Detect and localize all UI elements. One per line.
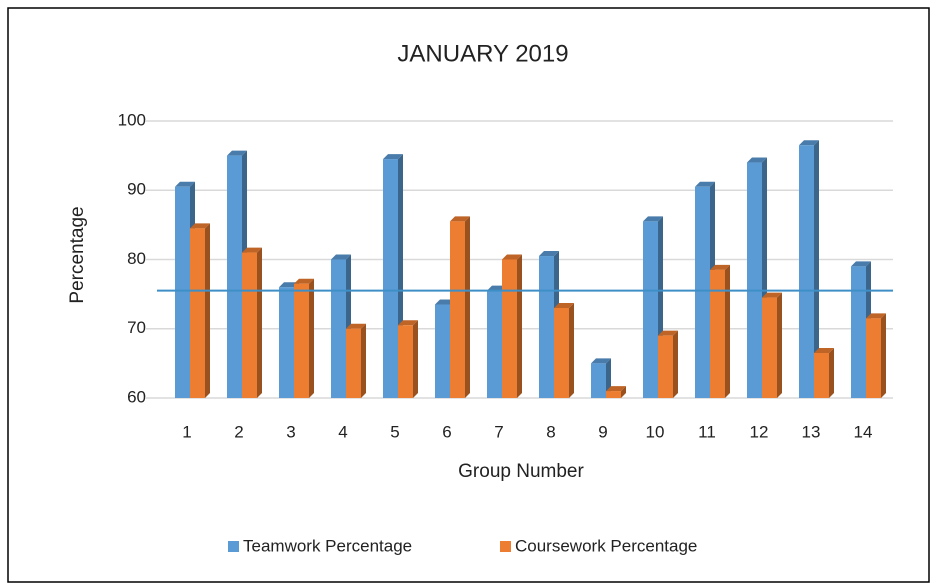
bar bbox=[799, 145, 814, 398]
bar-top bbox=[539, 251, 559, 257]
legend-swatch bbox=[228, 541, 239, 552]
bar-side bbox=[465, 216, 470, 398]
x-tick-label: 14 bbox=[854, 422, 873, 441]
bar-side bbox=[205, 223, 210, 398]
bar bbox=[346, 328, 361, 398]
bar bbox=[747, 162, 762, 398]
bar-side bbox=[881, 313, 886, 398]
bar bbox=[643, 221, 658, 398]
x-tick-label: 4 bbox=[338, 422, 347, 441]
legend-label: Teamwork Percentage bbox=[243, 536, 412, 555]
y-axis-title: Percentage bbox=[67, 206, 88, 303]
x-tick-label: 11 bbox=[698, 422, 716, 441]
bar-top bbox=[554, 302, 574, 308]
x-tick-label: 3 bbox=[286, 422, 295, 441]
bar-side bbox=[777, 292, 782, 398]
bar bbox=[606, 391, 621, 398]
x-tick-label: 2 bbox=[234, 422, 243, 441]
bar bbox=[435, 304, 450, 398]
bar-top bbox=[398, 320, 418, 326]
y-tick-label: 80 bbox=[127, 249, 146, 268]
bar bbox=[450, 221, 465, 398]
bar bbox=[851, 266, 866, 398]
bar bbox=[242, 252, 257, 398]
legend-swatch bbox=[500, 541, 511, 552]
bar bbox=[762, 297, 777, 398]
bar bbox=[658, 335, 673, 398]
x-tick-label: 13 bbox=[802, 422, 821, 441]
bar bbox=[331, 259, 346, 398]
x-tick-label: 5 bbox=[390, 422, 399, 441]
bar bbox=[175, 186, 190, 398]
bar-side bbox=[257, 247, 262, 398]
bar-side bbox=[569, 302, 574, 398]
bar-top bbox=[762, 292, 782, 298]
bar-side bbox=[621, 386, 626, 398]
bar-side bbox=[829, 347, 834, 398]
bar-top bbox=[658, 330, 678, 336]
x-tick-label: 9 bbox=[598, 422, 607, 441]
x-tick-label: 10 bbox=[646, 422, 665, 441]
bar bbox=[294, 283, 309, 398]
bar-top bbox=[747, 157, 767, 163]
bar bbox=[279, 287, 294, 398]
y-tick-label: 100 bbox=[118, 110, 146, 129]
bar bbox=[487, 290, 502, 398]
bar-top bbox=[606, 386, 626, 392]
bar-top bbox=[346, 323, 366, 329]
bar-top bbox=[814, 347, 834, 353]
x-tick-label: 7 bbox=[494, 422, 503, 441]
bar-side bbox=[517, 254, 522, 398]
bar-side bbox=[309, 278, 314, 398]
bar bbox=[591, 363, 606, 398]
y-tick-label: 70 bbox=[127, 318, 146, 337]
bar-top bbox=[450, 216, 470, 222]
bar-top bbox=[591, 358, 611, 364]
bar-side bbox=[673, 330, 678, 398]
bar-top bbox=[502, 254, 522, 260]
bar bbox=[539, 256, 554, 398]
y-tick-label: 60 bbox=[127, 387, 146, 406]
bar-top bbox=[695, 181, 715, 187]
bar bbox=[866, 318, 881, 398]
bar bbox=[190, 228, 205, 398]
bar-side bbox=[725, 264, 730, 398]
bar-side bbox=[361, 323, 366, 398]
bar-top bbox=[851, 261, 871, 267]
y-tick-label: 90 bbox=[127, 180, 146, 199]
x-tick-label: 8 bbox=[546, 422, 555, 441]
bar-top bbox=[710, 264, 730, 270]
bar-top bbox=[294, 278, 314, 284]
bar-side bbox=[413, 320, 418, 398]
x-tick-label: 6 bbox=[442, 422, 451, 441]
bar-side bbox=[814, 140, 819, 399]
bar-top bbox=[190, 223, 210, 229]
bar-top bbox=[383, 154, 403, 160]
bar bbox=[710, 269, 725, 398]
bar bbox=[814, 352, 829, 398]
x-axis-title: Group Number bbox=[458, 461, 584, 482]
bar bbox=[383, 159, 398, 398]
bar-top bbox=[866, 313, 886, 319]
bar bbox=[502, 259, 517, 398]
bar-top bbox=[799, 140, 819, 146]
x-tick-label: 1 bbox=[182, 422, 191, 441]
bar-top bbox=[331, 254, 351, 260]
bar-top bbox=[643, 216, 663, 222]
bar bbox=[554, 307, 569, 398]
bar-top bbox=[227, 150, 247, 156]
bar bbox=[398, 325, 413, 398]
x-tick-label: 12 bbox=[750, 422, 769, 441]
legend-label: Coursework Percentage bbox=[515, 536, 697, 555]
bar bbox=[227, 155, 242, 398]
bar-top bbox=[242, 247, 262, 253]
bar-top bbox=[175, 181, 195, 187]
chart-title: JANUARY 2019 bbox=[397, 40, 568, 67]
bar bbox=[695, 186, 710, 398]
